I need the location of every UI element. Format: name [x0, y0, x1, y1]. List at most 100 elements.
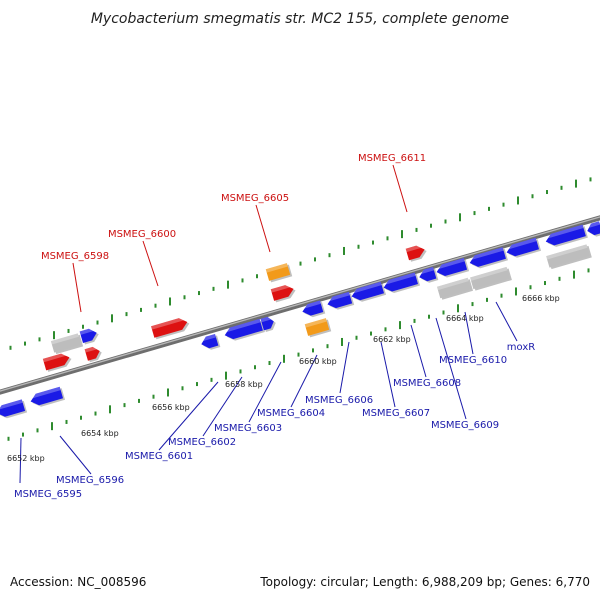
backbone-line	[0, 215, 600, 395]
forward-gene-highlight	[405, 245, 424, 253]
reverse-gene-highlight	[545, 224, 584, 240]
forward-gene-highlight	[151, 318, 187, 330]
leader-line	[495, 301, 518, 342]
leader-line	[290, 354, 318, 408]
reverse-gene-12[interactable]	[29, 386, 66, 409]
reverse-gene-26[interactable]	[586, 221, 600, 239]
reverse-gene-24[interactable]	[505, 237, 542, 260]
reverse-gene-body	[587, 221, 600, 236]
reverse-gene-body	[545, 224, 586, 246]
gene-label-moxr[interactable]: moxR	[507, 342, 535, 353]
forward-gene-body	[270, 285, 294, 301]
pseudo-gene-highlight	[50, 333, 79, 345]
gene-label-msmeg-6611[interactable]: MSMEG_6611	[358, 153, 426, 164]
reverse-gene-body	[351, 281, 385, 301]
gene-label-msmeg-6606[interactable]: MSMEG_6606	[305, 395, 373, 406]
gene-label-msmeg-6595[interactable]: MSMEG_6595	[14, 489, 82, 500]
scale-label: 6664 kbp	[446, 314, 484, 323]
reverse-gene-11[interactable]	[0, 399, 28, 421]
pseudo-gene-highlight	[436, 277, 469, 291]
reverse-gene-19[interactable]	[350, 281, 387, 304]
pseudo-gene-body	[546, 244, 590, 268]
map-title: Mycobacterium smegmatis str. MC2 155, co…	[91, 11, 509, 27]
reverse-gene-highlight	[79, 328, 96, 335]
gene-labels: MSMEG_6598 MSMEG_6600 MSMEG_6605 MSMEG_6611…	[14, 153, 535, 500]
forward-gene-highlight	[270, 285, 293, 293]
gene-label-msmeg-6605[interactable]: MSMEG_6605	[221, 193, 289, 204]
accession-text: Accession: NC_008596	[10, 575, 146, 589]
leader-line	[248, 361, 282, 423]
pseudo-gene-6[interactable]	[436, 277, 474, 300]
tick-tracks	[7, 177, 592, 441]
forward-gene-highlight	[42, 353, 69, 363]
gene-label-msmeg-6610[interactable]: MSMEG_6610	[439, 355, 507, 366]
pseudo-gene-8[interactable]	[546, 244, 592, 270]
forward-gene-2[interactable]	[151, 316, 191, 340]
scale-label: 6656 kbp	[152, 403, 190, 412]
kbp-scale: 6652 kbp 6654 kbp 6656 kbp 6658 kbp 6660 kbp…	[7, 294, 560, 463]
reverse-gene-body	[30, 386, 64, 406]
reverse-gene-body	[419, 267, 437, 282]
gene-label-msmeg-6598[interactable]: MSMEG_6598	[41, 251, 109, 262]
forward-gene-1[interactable]	[84, 345, 104, 363]
scale-label: 6658 kbp	[225, 380, 263, 389]
reverse-gene-14[interactable]	[200, 334, 221, 352]
leader-line	[380, 341, 396, 408]
scale-label: 6652 kbp	[7, 454, 45, 463]
reverse-gene-22[interactable]	[435, 258, 470, 280]
reverse-gene-body	[260, 316, 274, 331]
forward-gene-body	[151, 318, 188, 338]
leader-line	[59, 435, 92, 475]
leader-line	[392, 164, 408, 213]
scale-label: 6662 kbp	[373, 335, 411, 344]
leader-line	[202, 376, 243, 437]
reverse-gene-20[interactable]	[382, 272, 420, 295]
forward-gene-3[interactable]	[270, 283, 297, 303]
gene-label-msmeg-6607[interactable]: MSMEG_6607	[362, 408, 430, 419]
pseudo-gene-body	[436, 277, 472, 299]
leader-line	[72, 262, 82, 313]
forward-gene-body	[84, 346, 100, 361]
gene-label-msmeg-6602[interactable]: MSMEG_6602	[168, 437, 236, 448]
gene-label-msmeg-6609[interactable]: MSMEG_6609	[431, 420, 499, 431]
rna-gene-9[interactable]	[265, 263, 293, 283]
leader-line	[464, 311, 474, 355]
rna-gene-body	[304, 318, 330, 336]
reverse-gene-13[interactable]	[79, 327, 101, 345]
leader-line	[435, 317, 467, 420]
reverse-gene-25[interactable]	[544, 224, 588, 249]
backbone-highlight	[0, 216, 600, 392]
reverse-gene-23[interactable]	[468, 247, 508, 271]
reverse-gene-highlight	[326, 291, 350, 302]
gene-label-msmeg-6596[interactable]: MSMEG_6596	[56, 475, 124, 486]
reverse-gene-highlight	[224, 318, 261, 333]
reverse-gene-16[interactable]	[260, 315, 278, 332]
pseudo-gene-5[interactable]	[50, 333, 84, 355]
reverse-gene-body	[302, 300, 324, 316]
forward-gene-0[interactable]	[42, 351, 73, 372]
leader-line	[410, 324, 427, 378]
reverse-gene-18[interactable]	[326, 291, 355, 312]
reverse-gene-highlight	[260, 316, 274, 323]
pseudo-gene-7[interactable]	[470, 266, 512, 291]
gene-label-msmeg-6604[interactable]: MSMEG_6604	[257, 408, 325, 419]
forward-gene-body	[42, 353, 70, 371]
reverse-gene-17[interactable]	[301, 300, 326, 319]
reverse-gene-body	[327, 291, 353, 309]
reverse-gene-highlight	[435, 258, 465, 270]
forward-gene-4[interactable]	[405, 243, 429, 262]
rna-gene-10[interactable]	[304, 318, 332, 338]
reverse-gene-15[interactable]	[223, 318, 265, 343]
reverse-gene-body	[383, 272, 418, 292]
gene-label-msmeg-6600[interactable]: MSMEG_6600	[108, 229, 176, 240]
reverse-gene-highlight	[29, 386, 61, 400]
gene-label-msmeg-6608[interactable]: MSMEG_6608	[393, 378, 461, 389]
reverse-gene-highlight	[505, 237, 537, 251]
reverse-gene-21[interactable]	[418, 267, 439, 285]
gene-label-msmeg-6601[interactable]: MSMEG_6601	[125, 451, 193, 462]
gene-label-msmeg-6603[interactable]: MSMEG_6603	[214, 423, 282, 434]
pseudo-gene-body	[50, 333, 82, 353]
reverse-gene-highlight	[301, 300, 321, 310]
leader-line	[158, 381, 219, 451]
